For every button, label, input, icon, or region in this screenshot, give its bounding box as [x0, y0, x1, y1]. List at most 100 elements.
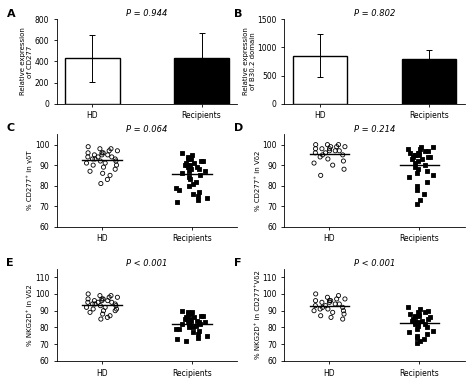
Point	[191, 160, 198, 166]
Point	[112, 158, 119, 164]
Point	[175, 187, 182, 193]
Point	[192, 323, 200, 329]
Point	[184, 154, 191, 160]
Point	[84, 154, 91, 160]
Point	[97, 158, 104, 164]
Point	[91, 156, 99, 162]
Point	[417, 306, 424, 312]
Point	[89, 301, 96, 307]
Point	[90, 162, 97, 168]
Point	[197, 313, 204, 319]
Point	[199, 158, 207, 164]
Point	[101, 160, 109, 166]
Point	[194, 193, 202, 199]
Point	[319, 152, 327, 158]
Point	[184, 318, 191, 324]
Point	[415, 152, 422, 158]
Point	[324, 294, 331, 300]
Point	[94, 299, 102, 305]
Point	[193, 164, 201, 170]
Point	[185, 324, 193, 331]
Point	[100, 150, 107, 156]
Text: B: B	[234, 9, 242, 19]
Point	[203, 333, 210, 339]
Point	[423, 331, 431, 337]
Point	[91, 298, 98, 304]
Title: P < 0.001: P < 0.001	[126, 259, 168, 268]
Point	[84, 299, 91, 305]
Point	[187, 166, 194, 172]
Point	[316, 306, 324, 312]
Point	[318, 299, 326, 305]
Point	[411, 314, 419, 321]
Point	[195, 166, 203, 172]
Point	[413, 182, 421, 189]
Point	[413, 187, 421, 193]
Point	[327, 314, 335, 321]
Point	[411, 321, 419, 327]
Point	[112, 303, 119, 309]
Point	[107, 146, 115, 152]
Point	[114, 148, 121, 154]
Point	[406, 311, 414, 317]
Point	[322, 150, 329, 156]
Point	[327, 298, 335, 304]
Point	[413, 326, 420, 332]
Point	[184, 309, 191, 315]
Point	[312, 146, 319, 152]
Point	[189, 191, 197, 197]
Point	[175, 326, 182, 332]
Text: E: E	[7, 258, 14, 268]
Point	[187, 156, 195, 162]
Point	[195, 319, 203, 326]
Point	[326, 148, 333, 154]
Point	[96, 293, 104, 299]
Point	[84, 291, 92, 297]
Point	[417, 197, 424, 203]
Title: P = 0.944: P = 0.944	[126, 10, 168, 18]
Point	[411, 152, 419, 158]
Point	[98, 150, 106, 156]
Point	[406, 150, 414, 156]
Point	[98, 298, 106, 304]
Point	[91, 301, 99, 307]
Point	[312, 298, 319, 304]
Point	[179, 308, 186, 314]
Point	[194, 334, 202, 341]
Point	[106, 172, 114, 179]
Point	[99, 311, 107, 317]
Point	[90, 306, 97, 312]
Point	[339, 308, 347, 314]
Point	[331, 301, 339, 307]
Point	[429, 172, 437, 179]
Point	[111, 301, 119, 307]
Y-axis label: % NKG2D⁺ in Vδ2: % NKG2D⁺ in Vδ2	[27, 284, 33, 346]
Point	[326, 146, 333, 152]
Point	[184, 164, 191, 170]
Point	[97, 316, 105, 322]
Point	[335, 293, 342, 299]
Point	[111, 308, 119, 314]
Point	[329, 162, 337, 168]
Point	[336, 301, 343, 307]
Point	[111, 156, 119, 162]
Point	[189, 324, 197, 331]
Point	[179, 150, 186, 156]
Point	[194, 331, 202, 337]
Point	[413, 333, 421, 339]
Point	[113, 162, 120, 168]
Text: A: A	[7, 9, 15, 19]
Point	[184, 311, 191, 317]
Point	[193, 318, 201, 324]
Point	[335, 142, 342, 148]
Point	[187, 316, 194, 322]
Point	[341, 296, 349, 302]
Point	[414, 323, 422, 329]
Point	[415, 150, 423, 156]
Point	[104, 152, 111, 158]
Point	[340, 166, 348, 172]
Bar	[402, 59, 456, 104]
Point	[411, 164, 419, 170]
Point	[199, 313, 207, 319]
Point	[185, 319, 193, 326]
